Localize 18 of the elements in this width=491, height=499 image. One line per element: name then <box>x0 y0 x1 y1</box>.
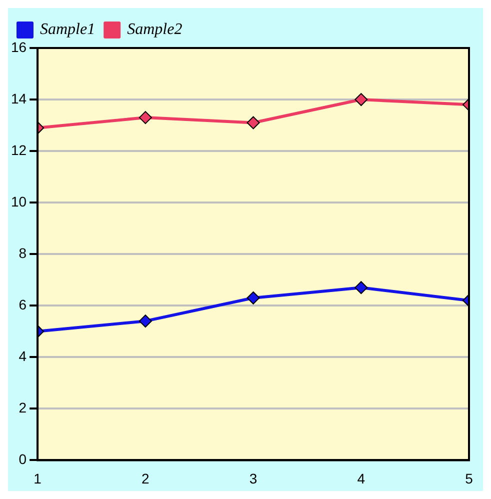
x-tick-label: 5 <box>465 470 474 486</box>
x-tick-label: 1 <box>34 470 42 486</box>
y-tick-label: 16 <box>10 38 27 55</box>
y-tick-label: 4 <box>18 348 27 364</box>
legend-label: Sample2 <box>127 21 182 38</box>
x-tick-label: 4 <box>357 470 366 486</box>
x-tick-label: 2 <box>142 470 150 486</box>
y-tick-label: 14 <box>10 90 27 106</box>
legend-label: Sample1 <box>40 21 96 38</box>
y-tick-label: 0 <box>18 451 27 468</box>
y-tick-label: 12 <box>10 142 27 158</box>
y-tick-label: 2 <box>18 400 27 416</box>
y-tick-label: 6 <box>18 296 27 312</box>
y-tick-label: 8 <box>18 244 27 261</box>
point <box>246 116 260 130</box>
point <box>246 291 260 304</box>
x-tick-label: 3 <box>249 470 258 486</box>
y-tick-label: 10 <box>10 193 27 210</box>
